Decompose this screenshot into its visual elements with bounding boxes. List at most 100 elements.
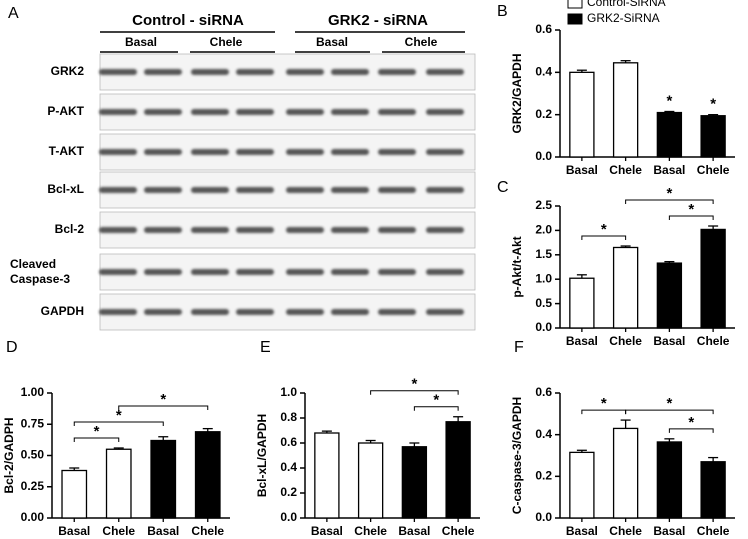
band [144,269,182,275]
band [378,269,416,275]
error-bar [708,456,719,462]
legend-label: Control-SiRNA [587,0,666,9]
error-bar [620,419,631,429]
error-bar [620,60,631,63]
y-tick-label: 1.5 [535,247,552,261]
significance-bracket [370,390,459,395]
significance-bracket [581,235,627,241]
band [286,187,324,193]
significance-star: * [411,376,417,393]
band [144,187,182,193]
band [331,109,369,115]
x-tick-label: Basal [566,334,598,348]
y-tick-label: 2.0 [535,223,552,237]
band [426,109,464,115]
band [144,227,182,233]
error-bar [409,442,420,447]
bar [656,111,683,158]
error-bar [202,427,213,432]
band [191,109,229,115]
bar [569,451,595,519]
band [426,269,464,275]
band [426,227,464,233]
x-tick-label: Chele [697,334,730,348]
blot: GRK2 P-AKT T-AKT Bcl-xL Bcl-2 Cleaved Caspase-… [10,53,476,331]
y-axis-label: GRK2/GAPDH [510,53,524,133]
y-tick-label: 0.25 [21,479,45,493]
y-axis-label: p-Akt/t-Akt [510,236,524,297]
x-tick-label: Chele [442,524,475,538]
condition-label: Chele [405,35,438,49]
bar [61,469,88,519]
bar [357,442,384,519]
band [286,269,324,275]
panel-letter: B [497,3,508,20]
bar [700,461,726,519]
bar [569,277,595,329]
y-tick-label: 0.2 [535,469,552,483]
error-bar [158,436,169,441]
y-tick-label: 0.0 [535,320,552,334]
y-axis-label: Bcl-xL/GAPDH [255,414,269,497]
bar [612,62,639,158]
legend-swatch [567,0,583,9]
band [378,227,416,233]
row-label: GAPDH [41,304,84,318]
significance-star: * [666,185,672,202]
significance-bracket [413,406,459,411]
band [426,69,464,75]
significance-star: * [710,96,716,113]
band [331,149,369,155]
condition-label: Basal [125,35,157,49]
legend-swatch [567,13,583,25]
y-axis-label: C-caspase-3/GAPDH [510,397,524,514]
significance-bracket [625,409,714,415]
group-label: Control - siRNA [132,12,244,29]
band [144,109,182,115]
y-tick-label: 0.4 [535,427,552,441]
bar [105,448,132,519]
band [378,109,416,115]
panel-letter: D [6,339,18,356]
significance-star: * [116,407,122,424]
panel-letter: E [260,339,271,356]
y-tick-label: 0.0 [280,510,297,524]
x-tick-label: Chele [191,524,224,538]
band [191,309,229,315]
band [426,309,464,315]
band [191,269,229,275]
y-tick-label: 0.75 [21,416,45,430]
band [99,149,137,155]
y-tick-label: 0.0 [535,510,552,524]
x-tick-label: Basal [566,524,598,538]
bar [569,71,595,158]
x-tick-label: Basal [653,334,685,348]
row-label: Bcl-2 [55,222,85,236]
band [191,69,229,75]
significance-star: * [601,395,607,412]
band [286,109,324,115]
band [426,187,464,193]
error-bar [708,114,719,116]
y-tick-label: 2.5 [535,198,552,212]
bar [194,431,221,519]
error-bar [576,274,587,279]
bar [612,427,639,519]
y-axis-label: Bcl-2/GADPH [2,417,16,493]
error-bar [321,430,332,433]
x-tick-label: Chele [609,524,642,538]
band [99,109,137,115]
charts: B GRK2/GAPDH 0.0 0.2 0.4 0.6 Basal Chele Basal Ch… [2,0,735,538]
error-bar [664,110,675,113]
significance-bracket [73,421,164,426]
band [331,69,369,75]
y-tick-label: 0.2 [535,107,552,121]
x-tick-label: Chele [697,163,730,177]
bar [314,432,340,519]
row-label: T-AKT [49,144,85,158]
band [331,269,369,275]
error-bar [576,69,587,73]
significance-bracket [73,437,120,442]
band [426,149,464,155]
band [191,227,229,233]
